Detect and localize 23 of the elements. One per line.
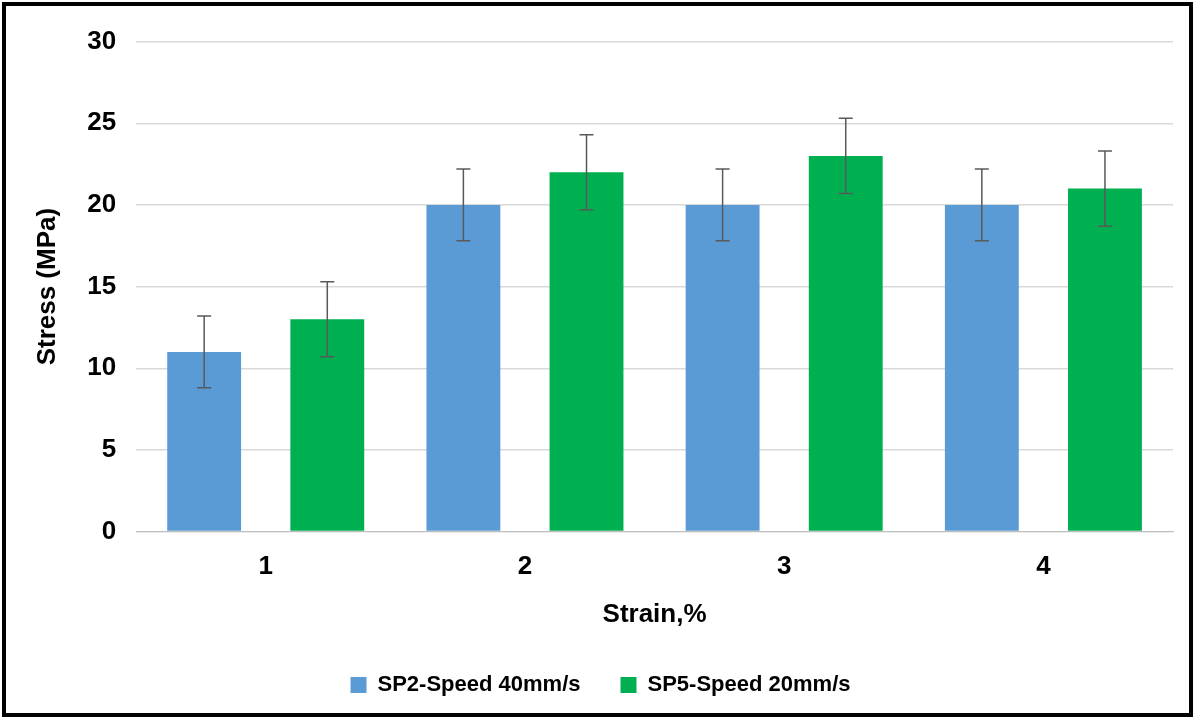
x-axis-title: Strain,%	[602, 597, 707, 628]
x-tick-label: 3	[776, 550, 792, 581]
bar	[685, 204, 760, 531]
bar	[1068, 188, 1142, 531]
y-tick-label: 15	[87, 269, 117, 300]
bar	[549, 172, 624, 531]
y-tick-label: 20	[87, 188, 117, 219]
legend-label: SP2-Speed 40mm/s	[377, 671, 581, 697]
x-tick-label: 2	[517, 550, 533, 581]
bar	[167, 351, 242, 531]
bar	[944, 204, 1019, 531]
bar	[426, 204, 501, 531]
y-tick-label: 25	[87, 106, 117, 137]
y-tick-label: 30	[87, 24, 117, 55]
y-axis-title: Stress (MPa)	[30, 207, 61, 366]
legend-label: SP5-Speed 20mm/s	[647, 671, 851, 697]
bar	[808, 155, 883, 531]
x-tick-label: 4	[1036, 550, 1052, 581]
x-tick-label: 1	[258, 550, 273, 581]
bar	[290, 319, 365, 531]
y-tick-label: 0	[101, 514, 117, 545]
y-tick-label: 5	[101, 433, 117, 464]
y-tick-label: 10	[87, 351, 117, 382]
